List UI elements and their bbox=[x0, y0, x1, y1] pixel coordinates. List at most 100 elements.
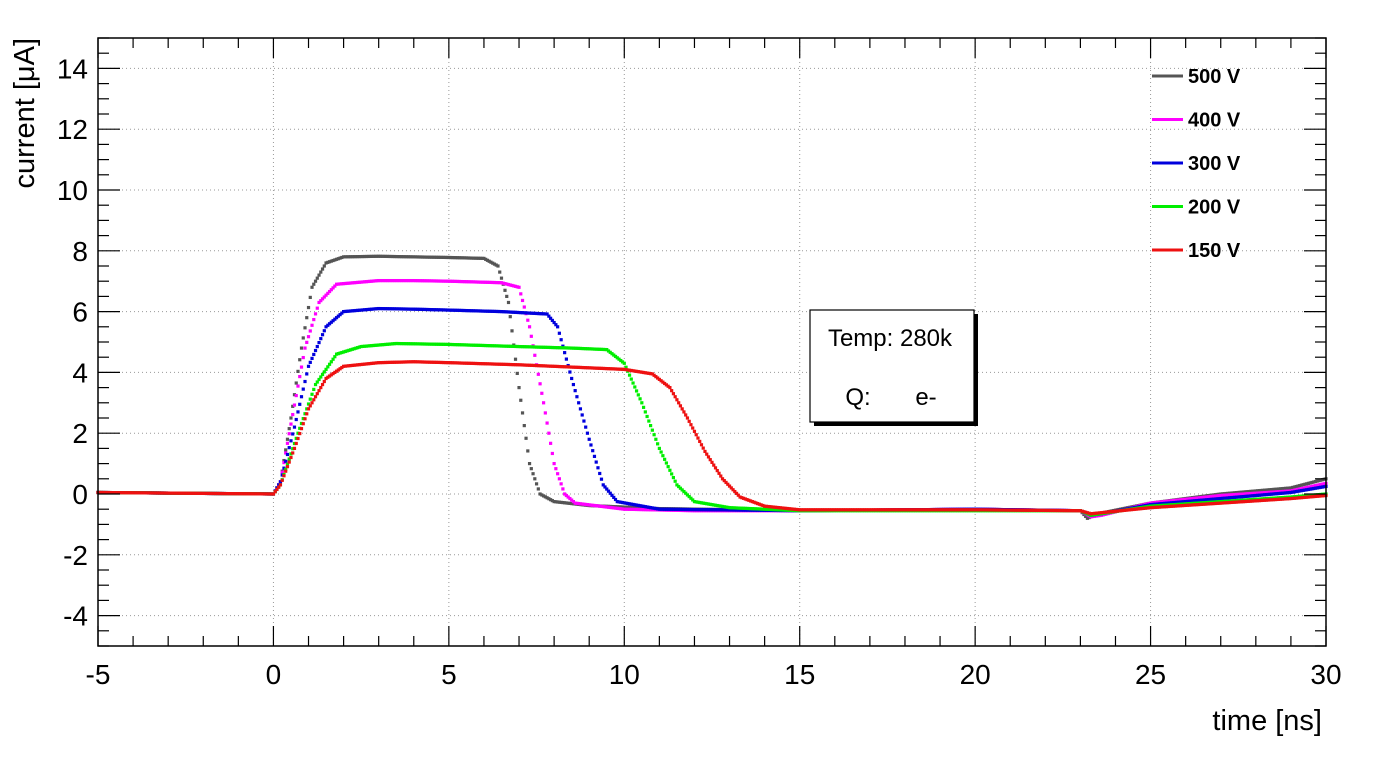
series-150-v bbox=[96, 360, 1328, 516]
data-point bbox=[385, 278, 390, 283]
data-point bbox=[491, 261, 495, 265]
data-point bbox=[761, 507, 765, 511]
data-point bbox=[424, 255, 428, 259]
data-point bbox=[633, 507, 637, 512]
data-point bbox=[373, 254, 377, 258]
data-point bbox=[640, 401, 644, 405]
data-point bbox=[315, 380, 319, 384]
data-point bbox=[1298, 484, 1302, 488]
data-point bbox=[752, 507, 756, 511]
data-point bbox=[1206, 502, 1211, 506]
data-point bbox=[361, 362, 365, 366]
data-point bbox=[522, 311, 526, 315]
data-point bbox=[299, 421, 304, 426]
data-point bbox=[1192, 503, 1197, 507]
data-point bbox=[1268, 490, 1272, 494]
data-point bbox=[303, 412, 307, 416]
data-point bbox=[1173, 498, 1177, 503]
data-point bbox=[638, 504, 642, 508]
data-point bbox=[1050, 508, 1054, 513]
data-point bbox=[1161, 500, 1165, 504]
data-point bbox=[1152, 505, 1156, 510]
data-point bbox=[405, 360, 409, 364]
data-point bbox=[1019, 508, 1023, 512]
data-point bbox=[452, 361, 456, 365]
data-point bbox=[591, 503, 595, 507]
data-point bbox=[510, 362, 514, 367]
data-point bbox=[691, 426, 695, 430]
data-point bbox=[382, 254, 386, 258]
data-point bbox=[303, 346, 307, 350]
data-point bbox=[384, 360, 388, 365]
data-point bbox=[317, 273, 321, 277]
data-point bbox=[1282, 497, 1286, 501]
data-point bbox=[722, 479, 726, 483]
data-point bbox=[320, 333, 325, 337]
data-point bbox=[212, 491, 216, 496]
data-point bbox=[399, 255, 404, 259]
data-point bbox=[299, 427, 304, 431]
data-point bbox=[727, 506, 732, 510]
data-point bbox=[384, 254, 388, 258]
data-point bbox=[1159, 502, 1163, 506]
data-point bbox=[636, 393, 640, 397]
data-point bbox=[408, 342, 412, 346]
data-point bbox=[857, 508, 861, 512]
data-point bbox=[410, 307, 414, 311]
data-point bbox=[747, 498, 751, 502]
data-point bbox=[559, 338, 563, 342]
data-point bbox=[594, 504, 598, 508]
data-point bbox=[947, 508, 951, 512]
data-point bbox=[305, 316, 309, 320]
data-point bbox=[538, 312, 542, 316]
data-point bbox=[456, 361, 460, 365]
axis-ticks bbox=[97, 37, 1327, 647]
data-point bbox=[870, 508, 874, 512]
data-point bbox=[313, 395, 318, 399]
data-point bbox=[1245, 494, 1249, 498]
data-point bbox=[1250, 491, 1254, 496]
data-point bbox=[545, 345, 549, 349]
data-point bbox=[322, 295, 326, 299]
data-point bbox=[1205, 495, 1209, 499]
data-point bbox=[452, 342, 456, 347]
data-point bbox=[1284, 486, 1288, 490]
data-point bbox=[1306, 487, 1311, 492]
data-point bbox=[1205, 502, 1209, 506]
data-point bbox=[392, 360, 397, 364]
data-point bbox=[770, 507, 774, 512]
data-point bbox=[633, 505, 637, 510]
data-point bbox=[326, 365, 330, 369]
data-point bbox=[327, 322, 332, 326]
data-point bbox=[601, 504, 605, 509]
data-point bbox=[1292, 490, 1297, 494]
data-point bbox=[585, 503, 590, 507]
data-point bbox=[706, 508, 711, 512]
data-point bbox=[1233, 500, 1237, 504]
data-point bbox=[1270, 492, 1274, 496]
data-point bbox=[1045, 508, 1049, 513]
data-point bbox=[145, 491, 149, 495]
data-point bbox=[1259, 493, 1263, 497]
data-point bbox=[757, 502, 761, 506]
data-point bbox=[440, 342, 444, 346]
data-point bbox=[331, 319, 335, 323]
data-point bbox=[378, 361, 383, 365]
data-point bbox=[1150, 505, 1154, 510]
data-point bbox=[1191, 503, 1195, 507]
data-point bbox=[359, 344, 363, 349]
data-point bbox=[1082, 510, 1086, 514]
data-point bbox=[506, 300, 511, 305]
data-point bbox=[1294, 488, 1298, 492]
data-point bbox=[308, 397, 312, 401]
data-point bbox=[677, 401, 681, 405]
data-point bbox=[613, 506, 618, 510]
data-point bbox=[452, 308, 456, 312]
data-point bbox=[336, 314, 340, 318]
data-point bbox=[427, 360, 432, 364]
data-point bbox=[556, 346, 560, 350]
annotation-box: Temp: 280k Q: e- bbox=[809, 309, 978, 426]
data-point bbox=[312, 317, 316, 322]
data-point bbox=[417, 279, 421, 283]
data-point bbox=[492, 309, 497, 313]
